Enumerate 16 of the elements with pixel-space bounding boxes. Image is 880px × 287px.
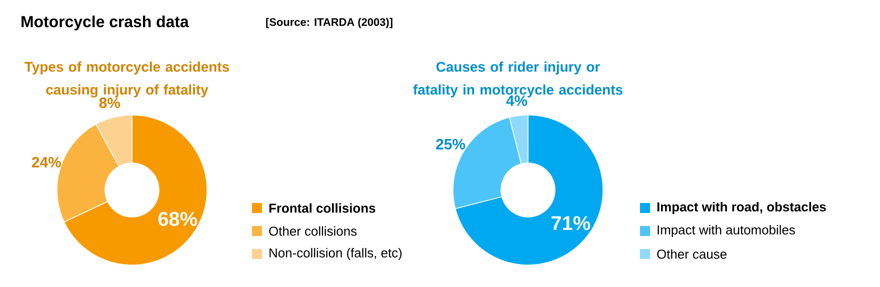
data-label: 24% [32,156,61,168]
data-label: 4% [506,95,528,106]
text: [Source: ITARDA (2003)] [266,18,392,28]
chart-title: Causes of rider injury or fatality in motorcycle accidents [413,62,622,98]
data-label: 8% [99,98,120,108]
data-label: 68% [158,212,198,226]
data-label: 71% [552,216,590,230]
legend-label: Impact with automobiles [658,224,795,238]
legend-label: Other cause [657,249,726,259]
chart-title: Types of motorcycle accidents causing injury of fatality [24,62,229,98]
legend-label: Non-collision (falls, etc) [270,248,402,260]
legend-label: Other collisions [269,226,357,236]
legend-label: Impact with road, obstacles [657,202,826,214]
text: Motorcycle crash data [22,16,189,30]
data-label: 25% [436,138,466,150]
legend-label: Frontal collisions [269,203,376,213]
